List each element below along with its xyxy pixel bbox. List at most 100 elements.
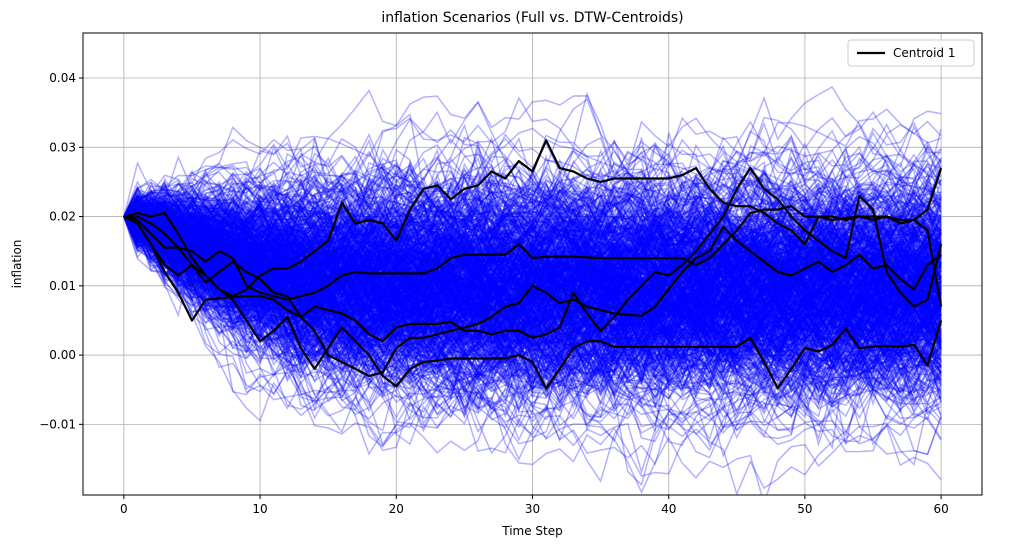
scenario-line xyxy=(123,215,942,351)
scenario-line xyxy=(123,216,942,447)
scenario-line xyxy=(123,199,942,400)
scenario-line xyxy=(123,202,942,341)
scenario-line xyxy=(123,209,942,342)
scenario-line xyxy=(123,216,942,373)
scenario-line xyxy=(123,215,942,359)
scenario-line xyxy=(123,211,942,364)
scenario-line xyxy=(123,216,942,401)
scenario-line xyxy=(123,215,942,414)
scenario-line xyxy=(123,215,942,327)
scenario-line xyxy=(123,215,942,380)
scenario-line xyxy=(123,181,942,292)
scenario-line xyxy=(123,215,942,309)
scenario-line xyxy=(123,136,942,242)
scenario-line xyxy=(123,201,942,316)
scenario-line xyxy=(123,208,942,327)
scenario-line xyxy=(123,201,942,343)
scenario-line xyxy=(123,216,942,373)
scenario-line xyxy=(123,216,942,329)
scenario-line xyxy=(123,216,942,393)
scenario-line xyxy=(123,201,942,349)
scenario-line xyxy=(123,216,942,359)
scenario-line xyxy=(123,121,942,233)
scenario-line xyxy=(123,184,942,312)
scenario-line xyxy=(123,169,942,260)
scenario-line xyxy=(123,203,942,394)
scenario-line xyxy=(123,203,942,408)
scenario-line xyxy=(123,210,942,418)
scenario-line xyxy=(123,210,942,338)
scenario-line xyxy=(123,216,942,360)
scenario-line xyxy=(123,215,942,350)
centroid-line-1 xyxy=(123,215,942,377)
scenario-line xyxy=(123,215,942,391)
y-tick-label: 0.04 xyxy=(49,71,76,85)
scenario-line xyxy=(123,216,942,342)
scenario-line xyxy=(123,137,942,270)
scenario-line xyxy=(123,201,942,302)
scenario-line xyxy=(123,204,942,386)
scenario-line xyxy=(123,215,942,419)
scenario-line xyxy=(123,215,942,348)
scenario-line xyxy=(123,188,942,303)
scenario-line xyxy=(123,128,942,239)
scenario-line xyxy=(123,201,942,321)
scenario-line xyxy=(123,211,942,387)
scenario-line xyxy=(123,207,942,342)
scenario-line xyxy=(123,195,942,314)
scenario-line xyxy=(123,216,942,354)
scenario-line xyxy=(123,216,942,375)
scenario-line xyxy=(123,215,942,372)
scenario-line xyxy=(123,215,942,455)
scenario-line xyxy=(123,203,942,327)
scenario-line xyxy=(123,187,942,321)
scenario-line xyxy=(123,211,942,378)
scenario-line xyxy=(123,213,942,338)
scenario-line xyxy=(123,215,942,377)
scenario-line xyxy=(123,211,942,341)
scenario-line xyxy=(123,207,942,362)
scenario-line xyxy=(123,215,942,374)
scenario-line xyxy=(123,208,942,352)
scenario-line xyxy=(123,215,942,406)
scenario-line xyxy=(123,206,942,345)
scenario-line xyxy=(123,196,942,332)
scenario-line xyxy=(123,216,942,388)
centroid-series xyxy=(123,139,943,390)
scenario-line xyxy=(123,195,942,301)
scenario-line xyxy=(123,202,942,321)
scenario-line xyxy=(123,216,942,343)
scenario-line xyxy=(123,216,942,415)
scenario-line xyxy=(123,206,942,413)
scenario-line xyxy=(123,175,942,274)
scenario-line xyxy=(123,216,942,338)
scenario-line xyxy=(123,166,942,269)
scenario-line xyxy=(123,185,942,298)
scenario-line xyxy=(123,215,942,331)
scenario-line xyxy=(123,194,942,354)
scenario-line xyxy=(123,175,942,271)
scenario-line xyxy=(123,179,942,287)
scenario-line xyxy=(123,200,942,336)
scenario-line xyxy=(123,215,942,357)
scenario-line xyxy=(123,202,942,304)
scenario-line xyxy=(123,210,942,353)
scenario-line xyxy=(123,196,942,302)
scenario-line xyxy=(123,135,942,241)
scenario-line xyxy=(123,215,942,310)
scenario-line xyxy=(123,216,942,386)
scenario-line xyxy=(123,198,942,306)
x-tick-label: 20 xyxy=(389,502,404,516)
scenario-line xyxy=(123,216,942,342)
scenario-line xyxy=(123,197,942,302)
scenario-line xyxy=(123,198,942,338)
scenario-line xyxy=(123,189,942,302)
scenario-line xyxy=(123,216,942,352)
scenario-line xyxy=(123,195,942,337)
scenario-line xyxy=(123,214,942,360)
scenario-line xyxy=(123,216,942,384)
scenario-line xyxy=(123,215,942,399)
scenario-line xyxy=(123,215,942,375)
scenario-line xyxy=(123,216,942,337)
scenario-line xyxy=(123,183,942,297)
